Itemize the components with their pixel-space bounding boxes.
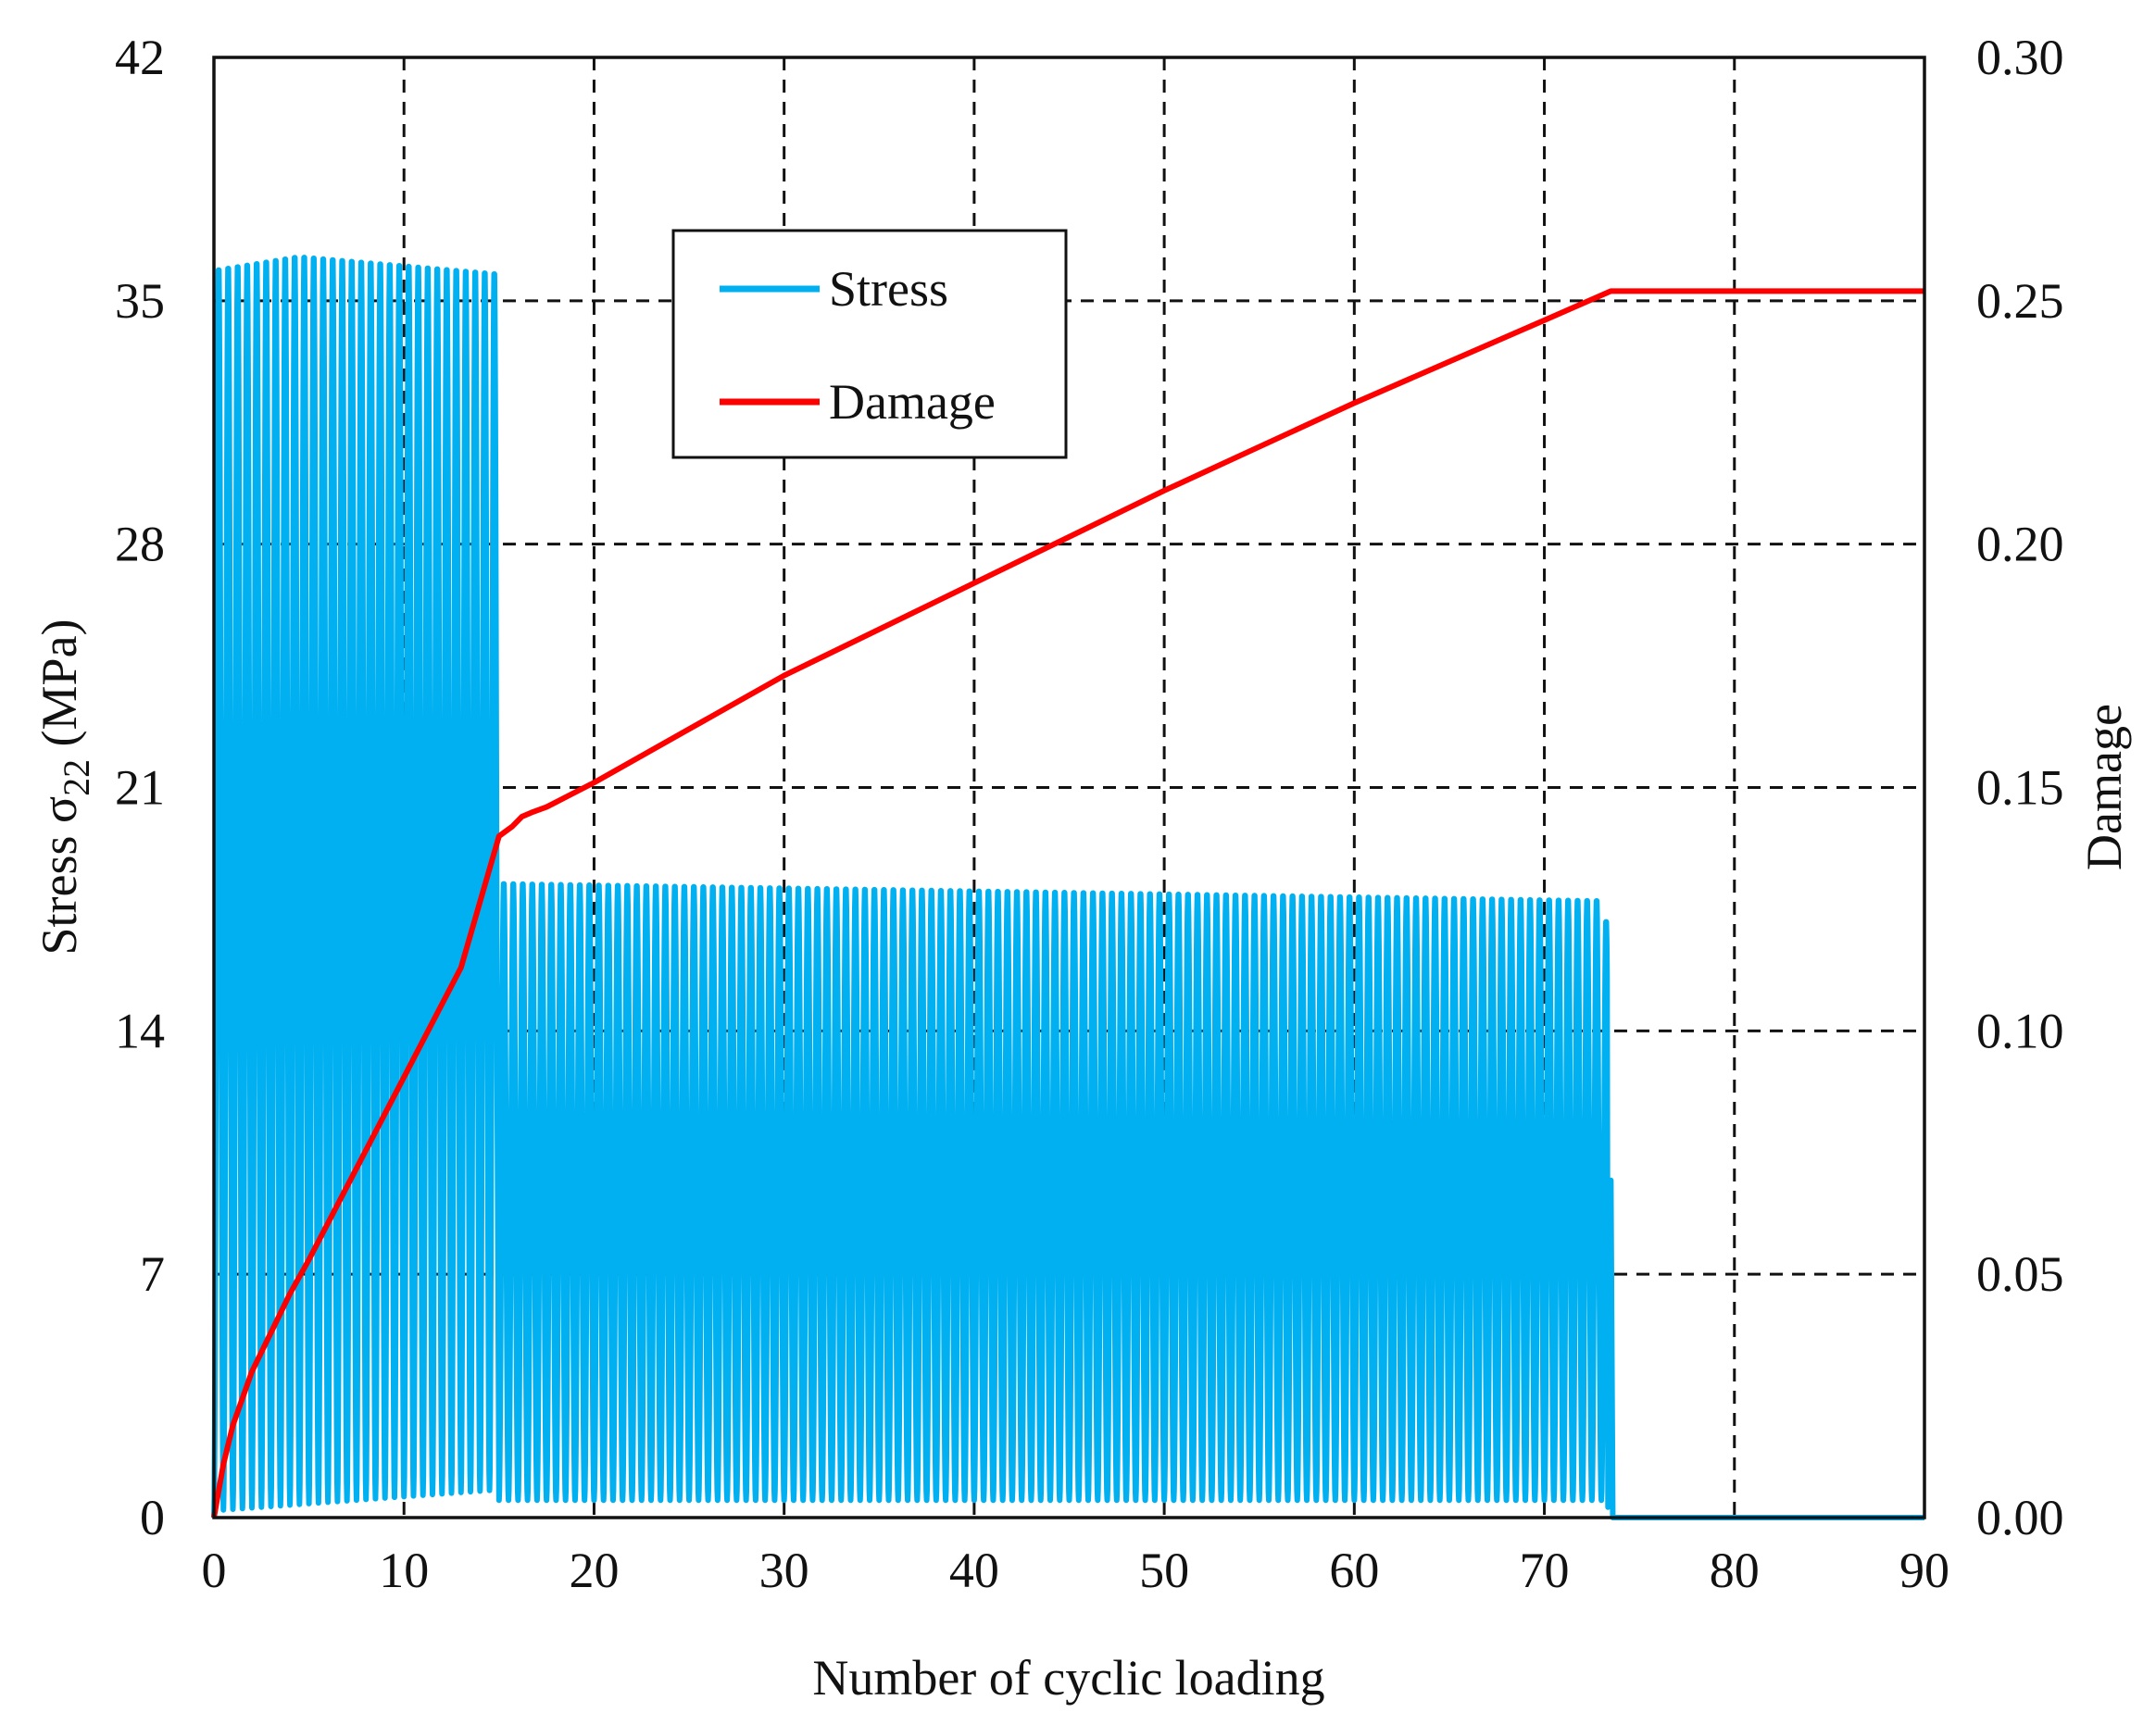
y-tick-label: 42 (115, 30, 165, 85)
legend-stress-label: Stress (829, 261, 948, 317)
y-tick-label: 35 (115, 273, 165, 329)
x-tick-label: 50 (1139, 1543, 1189, 1598)
legend-damage-label: Damage (829, 374, 996, 430)
x-tick-label: 70 (1520, 1543, 1570, 1598)
y-tick-label: 0 (140, 1490, 165, 1545)
x-tick-label: 80 (1710, 1543, 1760, 1598)
y2-tick-label: 0.20 (1976, 517, 2064, 572)
y-tick-label: 21 (115, 760, 165, 816)
y-tick-labels: 0 7 14 21 28 35 42 (115, 30, 165, 1545)
y2-tick-labels: 0.00 0.05 0.10 0.15 0.20 0.25 0.30 (1976, 30, 2064, 1545)
y-tick-label: 14 (115, 1003, 165, 1058)
y-axis-title: Stress σ22 (MPa) (31, 619, 97, 955)
legend-box (671, 229, 1068, 459)
y2-tick-label: 0.15 (1976, 760, 2064, 816)
y2-tick-label: 0.25 (1976, 273, 2064, 329)
x-tick-labels: 0 10 20 30 40 50 60 70 80 90 (202, 1543, 1950, 1598)
damage-series (211, 288, 1924, 1519)
x-tick-label: 20 (569, 1543, 619, 1598)
y2-tick-label: 0.10 (1976, 1003, 2064, 1058)
y2-tick-label: 0.05 (1976, 1246, 2064, 1302)
y2-tick-label: 0.00 (1976, 1490, 2064, 1545)
plot-frame (212, 56, 1926, 1519)
x-tick-label: 90 (1899, 1543, 1949, 1598)
x-tick-label: 60 (1329, 1543, 1379, 1598)
stress-series (211, 255, 1924, 1520)
y2-axis-title: Damage (2076, 704, 2132, 870)
x-tick-label: 10 (379, 1543, 429, 1598)
damage-line (211, 288, 1924, 1519)
legend: Stress Damage (671, 229, 1068, 459)
y-tick-label: 7 (140, 1246, 165, 1302)
y-axis-title-suffix: (MPa) (31, 619, 87, 758)
x-axis-title: Number of cyclic loading (812, 1650, 1324, 1706)
y-axis-title-subscript: 22 (56, 759, 97, 796)
y-axis-title-prefix: Stress σ (31, 796, 87, 956)
x-tick-label: 40 (949, 1543, 999, 1598)
y2-tick-label: 0.30 (1976, 30, 2064, 85)
x-tick-label: 30 (759, 1543, 809, 1598)
x-tick-label: 0 (202, 1543, 227, 1598)
stress-line (211, 255, 1924, 1520)
y-tick-label: 28 (115, 517, 165, 572)
